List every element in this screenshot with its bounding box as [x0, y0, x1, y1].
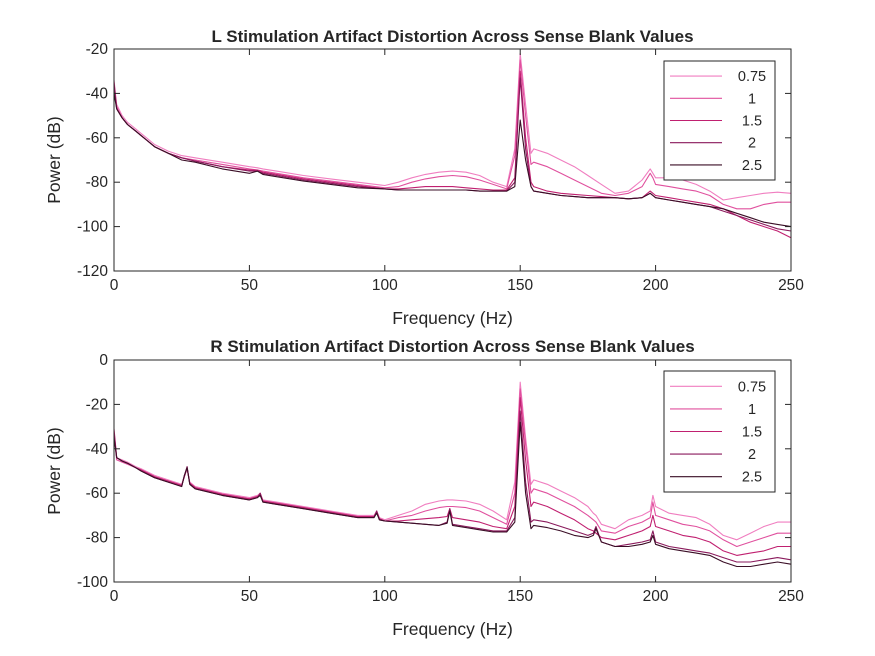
legend: 0.75 1 1.5 2 2.5: [663, 370, 776, 493]
x-tick-label: 100: [372, 588, 398, 605]
x-tick-label: 100: [372, 277, 398, 294]
y-tick-label: -20: [86, 396, 109, 413]
y-tick-label: -40: [86, 85, 109, 102]
x-tick-label: 150: [507, 588, 533, 605]
y-tick-label: 0: [99, 352, 108, 369]
legend-label: 0.75: [738, 379, 766, 395]
y-tick-label: -20: [86, 41, 109, 58]
top-panel: L Stimulation Artifact Distortion Across…: [44, 27, 804, 328]
legend: 0.75 1 1.5 2 2.5: [663, 60, 776, 181]
x-tick-label: 250: [778, 277, 804, 294]
legend-label: 1.5: [742, 114, 762, 130]
series-line-2.5: [113, 93, 792, 228]
legend-label: 2: [748, 447, 756, 463]
y-tick-label: -100: [77, 219, 108, 236]
y-axis-label: Power (dB): [44, 116, 64, 204]
x-axis-label: Frequency (Hz): [392, 619, 513, 639]
y-axis-label: Power (dB): [44, 427, 64, 515]
x-tick-label: 200: [643, 277, 669, 294]
x-tick-label: 150: [507, 277, 533, 294]
y-tick-label: -80: [86, 530, 109, 547]
y-tick-label: -40: [86, 441, 109, 458]
x-tick-label: 0: [110, 588, 119, 605]
y-tick-label: -60: [86, 485, 109, 502]
y-tick-label: -100: [77, 574, 108, 591]
legend-label: 1: [748, 91, 756, 107]
axes-box: [113, 359, 792, 583]
legend-label: 2.5: [742, 470, 762, 486]
series-line-2.5: [113, 421, 792, 568]
y-tick-label: -80: [86, 174, 109, 191]
x-tick-label: 200: [643, 588, 669, 605]
chart-title: L Stimulation Artifact Distortion Across…: [211, 27, 693, 46]
x-axis-label: Frequency (Hz): [392, 308, 513, 328]
y-tick-label: -60: [86, 130, 109, 147]
bottom-panel: R Stimulation Artifact Distortion Across…: [44, 337, 804, 639]
legend-label: 2.5: [742, 158, 762, 174]
legend-label: 1.5: [742, 425, 762, 441]
y-tick-label: -120: [77, 263, 108, 280]
x-tick-label: 250: [778, 588, 804, 605]
axes-box: [113, 48, 792, 272]
legend-label: 2: [748, 136, 756, 152]
x-tick-label: 50: [241, 588, 259, 605]
x-tick-label: 0: [110, 277, 119, 294]
x-tick-label: 50: [241, 277, 259, 294]
legend-label: 1: [748, 402, 756, 418]
chart-title: R Stimulation Artifact Distortion Across…: [210, 337, 694, 356]
legend-label: 0.75: [738, 69, 766, 85]
